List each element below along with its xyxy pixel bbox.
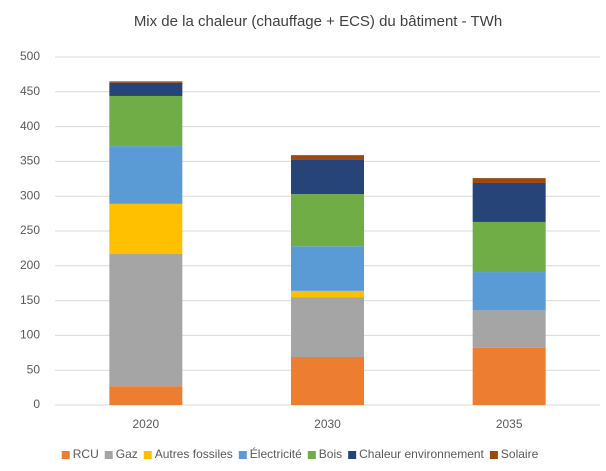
bar-segment xyxy=(109,253,183,387)
legend-swatch xyxy=(61,451,70,459)
y-tick-label: 0 xyxy=(33,397,40,411)
legend-swatch xyxy=(489,451,498,459)
legend-label: Gaz xyxy=(116,447,138,461)
y-tick-label: 150 xyxy=(20,293,40,307)
chart-title: Mix de la chaleur (chauffage + ECS) du b… xyxy=(134,13,502,30)
bar-segment xyxy=(291,194,364,247)
legend-label: RCU xyxy=(73,447,99,461)
y-tick-label: 450 xyxy=(20,84,40,98)
bar-segment xyxy=(109,82,183,96)
y-tick-label: 500 xyxy=(20,49,40,63)
y-tick-label: 200 xyxy=(20,258,40,272)
legend-label: Électricité xyxy=(250,446,302,461)
bar-segment xyxy=(291,155,364,160)
bar-segment xyxy=(472,310,546,348)
bar-segment xyxy=(291,290,364,298)
y-tick-label: 300 xyxy=(20,188,40,202)
y-tick-label: 250 xyxy=(20,223,40,237)
legend-swatch xyxy=(104,451,113,459)
y-tick-label: 400 xyxy=(20,119,40,133)
bar-segment xyxy=(109,95,183,147)
legend-swatch xyxy=(238,451,247,459)
bar-segment xyxy=(109,203,183,254)
bar-segment xyxy=(472,182,546,222)
y-tick-label: 50 xyxy=(27,362,41,376)
bar-segment xyxy=(291,356,364,405)
bar-segment xyxy=(109,146,183,204)
bar-segment xyxy=(109,81,183,83)
bar-segment xyxy=(472,272,546,311)
legend-swatch xyxy=(348,451,357,459)
legend-label: Chaleur environnement xyxy=(359,447,484,461)
bar-segment xyxy=(291,246,364,291)
x-tick-label: 2020 xyxy=(132,417,159,431)
legend-label: Bois xyxy=(319,447,342,461)
legend-label: Solaire xyxy=(501,447,539,461)
bar-segment xyxy=(109,386,183,405)
x-tick-label: 2030 xyxy=(314,417,341,431)
legend-swatch xyxy=(307,451,316,459)
legend-swatch xyxy=(143,451,152,459)
bar-segment xyxy=(291,159,364,195)
legend-label: Autres fossiles xyxy=(155,447,233,461)
y-tick-label: 350 xyxy=(20,154,40,168)
y-tick-label: 100 xyxy=(20,328,40,342)
bar-segment xyxy=(472,221,546,273)
bar-segment xyxy=(291,297,364,357)
x-tick-label: 2035 xyxy=(496,417,523,431)
bar-segment xyxy=(472,178,546,183)
bar-segment xyxy=(472,347,546,405)
